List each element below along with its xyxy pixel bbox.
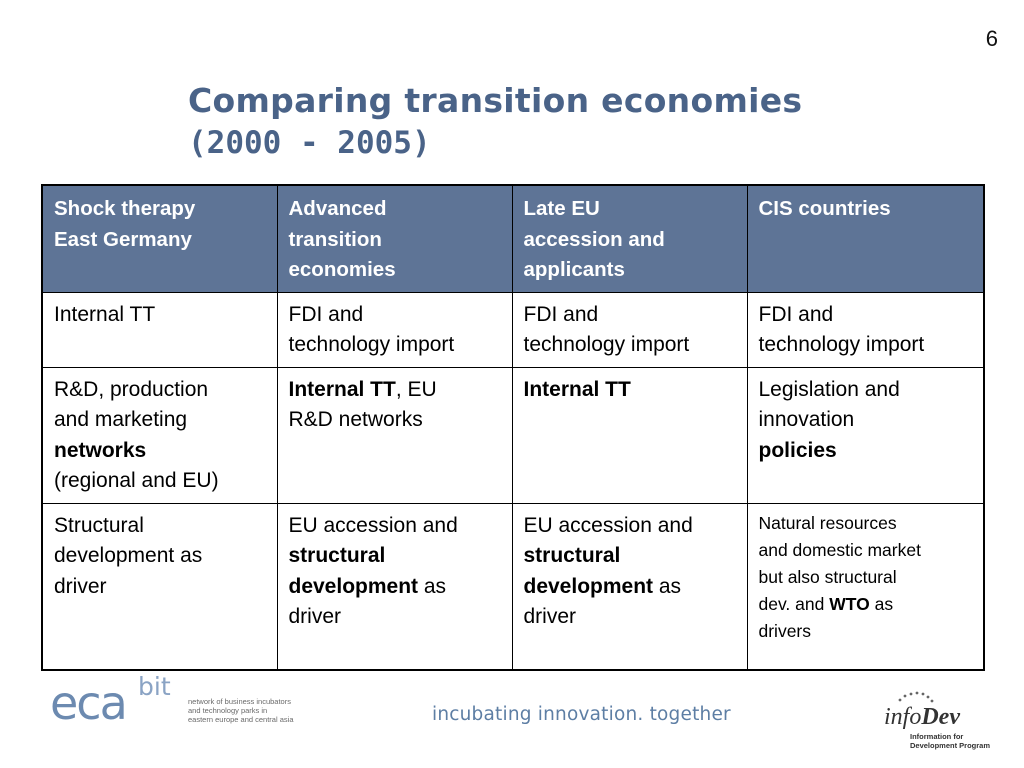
title-line-1: Comparing transition economies: [188, 81, 803, 120]
table-row: Structural development as driver EU acce…: [41, 502, 985, 670]
table-cell: FDI and technology import: [511, 291, 748, 368]
table-cell: Legislation and innovation policies: [746, 366, 985, 504]
table-cell: FDI and technology import: [276, 291, 513, 368]
infodev-subtitle: Information for Development Program: [910, 732, 991, 750]
table-header-row: Shock therapy East Germany Advanced tran…: [41, 184, 985, 293]
title-line-2: (2000 - 2005): [188, 125, 431, 161]
table-cell: Internal TT: [41, 291, 278, 368]
infodev-logo: infoDev Information for Development Prog…: [866, 690, 1006, 756]
table-cell: FDI and technology import: [746, 291, 985, 368]
eca-logo-superscript: bit: [138, 672, 171, 701]
table-row: Internal TT FDI and technology import FD…: [41, 291, 985, 368]
header-late-eu-accession: Late EU accession and applicants: [511, 184, 748, 293]
comparison-table: Shock therapy East Germany Advanced tran…: [41, 184, 985, 671]
slide-title: Comparing transition economies (2000 - 2…: [188, 80, 802, 164]
eca-logo-text: eca: [50, 676, 128, 730]
header-cis-countries: CIS countries: [746, 184, 985, 293]
ecabit-logo: eca bit: [50, 672, 171, 730]
table-row: R&D, production and marketing networks (…: [41, 366, 985, 504]
table-cell: EU accession and structural development …: [511, 502, 748, 670]
table-cell: Structural development as driver: [41, 502, 278, 670]
header-advanced-transition: Advanced transition economies: [276, 184, 513, 293]
infodev-wordmark: infoDev: [884, 704, 960, 730]
infodev-dots-icon: [898, 691, 934, 703]
table-cell: Internal TT, EU R&D networks: [276, 366, 513, 504]
page-number: 6: [985, 26, 998, 51]
table-cell: Internal TT: [511, 366, 748, 504]
table-cell: EU accession and structural development …: [276, 502, 513, 670]
header-shock-therapy: Shock therapy East Germany: [41, 184, 278, 293]
table-cell: R&D, production and marketing networks (…: [41, 366, 278, 504]
table-cell: Natural resources and domestic market bu…: [746, 502, 985, 670]
network-description: network of business incubators and techn…: [188, 697, 294, 724]
tagline: incubating innovation. together: [432, 704, 731, 725]
